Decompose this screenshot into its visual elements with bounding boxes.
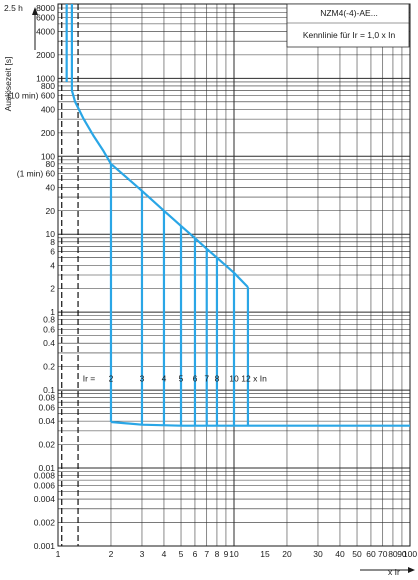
setting-label: 12 x In xyxy=(241,374,267,384)
y-axis-label: Auslösezeit [s] xyxy=(3,57,13,112)
y-tick-label: 0.001 xyxy=(34,541,56,551)
y-tick-label: 100 xyxy=(41,151,55,161)
x-tick-label: 20 xyxy=(282,549,292,559)
setting-label: 6 xyxy=(193,374,198,384)
setting-label: 4 xyxy=(162,374,167,384)
setting-label: 3 xyxy=(140,374,145,384)
x-tick-label: 15 xyxy=(260,549,270,559)
x-tick-label: 5 xyxy=(179,549,184,559)
x-tick-label: 70 xyxy=(378,549,388,559)
y-tick-label: 400 xyxy=(41,104,55,114)
x-tick-label: 6 xyxy=(193,549,198,559)
y-tick-label: 6000 xyxy=(36,13,55,23)
x-axis-label: x Ir xyxy=(388,567,400,577)
x-tick-label: 4 xyxy=(162,549,167,559)
y-tick-label: 0.02 xyxy=(38,440,55,450)
x-tick-label: 3 xyxy=(140,549,145,559)
x-tick-label: 8 xyxy=(215,549,220,559)
y-tick-label: 0.008 xyxy=(34,471,56,481)
y-tick-label: 0.4 xyxy=(43,338,55,348)
x-tick-label: 1 xyxy=(56,549,61,559)
y-axis-arrowhead xyxy=(32,7,38,15)
y-tick-label: 0.004 xyxy=(34,494,56,504)
y-tick-label: 200 xyxy=(41,128,55,138)
y-tick-label: 4 xyxy=(50,260,55,270)
y-tick-label: 0.002 xyxy=(34,518,56,528)
x-tick-label: 2 xyxy=(109,549,114,559)
y-tick-label: 0.2 xyxy=(43,362,55,372)
instantaneous-trip-curve xyxy=(110,420,410,427)
x-tick-label: 40 xyxy=(335,549,345,559)
x-tick-label: 7 xyxy=(204,549,209,559)
y-tick-label: 20 xyxy=(46,206,56,216)
y-tick-label: 8 xyxy=(50,237,55,247)
x-tick-label: 10 xyxy=(229,549,239,559)
y-tick-label: 4000 xyxy=(36,26,55,36)
y-tick-label: 800 xyxy=(41,81,55,91)
y-tick-label: 10 xyxy=(46,229,56,239)
y-tick-label: 1 xyxy=(50,307,55,317)
x-tick-label: 90 xyxy=(397,549,407,559)
y-tick-label: 0.6 xyxy=(43,324,55,334)
x-tick-label: 100 xyxy=(403,549,417,559)
y-tick-label: 0.08 xyxy=(38,393,55,403)
x-tick-label: 80 xyxy=(388,549,398,559)
x-tick-label: 30 xyxy=(313,549,323,559)
y-tick-label: 2000 xyxy=(36,50,55,60)
y-tick-label: 8000 xyxy=(36,3,55,13)
setting-label: Ir = xyxy=(83,374,96,384)
y-tick-label: 0.006 xyxy=(34,480,56,490)
tolerance-dashed-lines xyxy=(61,4,79,546)
y-tick-label: 1000 xyxy=(36,73,55,83)
y-tick-label: 0.8 xyxy=(43,315,55,325)
setting-label: 7 xyxy=(204,374,209,384)
y-top-label: 2.5 h xyxy=(4,3,23,13)
setting-label: 2 xyxy=(109,374,114,384)
y-tick-label: 6 xyxy=(50,247,55,257)
plot-frame xyxy=(57,3,411,547)
info-box xyxy=(286,3,410,48)
y-tick-label: 0.04 xyxy=(38,416,55,426)
y-tick-label: (1 min) 60 xyxy=(17,169,56,179)
curve-series xyxy=(65,4,410,427)
y-tick-label: 40 xyxy=(46,182,56,192)
setting-label: 5 xyxy=(179,374,184,384)
y-tick-label: 0.1 xyxy=(43,385,55,395)
x-tick-label: 9 xyxy=(224,549,229,559)
x-axis-arrowhead xyxy=(408,567,415,573)
grid xyxy=(57,3,411,547)
x-tick-label: 50 xyxy=(352,549,362,559)
y-tick-label: 80 xyxy=(46,159,56,169)
y-tick-label: (10 min) 600 xyxy=(7,91,55,101)
info-box-subtitle: Kennlinie für Ir = 1,0 x In xyxy=(303,30,396,40)
setting-label: 10 xyxy=(229,374,239,384)
setting-labels: Ir = 2 3 4 5 6 7 8 10 12 x In xyxy=(83,374,267,384)
setting-label: 8 xyxy=(215,374,220,384)
x-tick-label: 60 xyxy=(366,549,376,559)
long-time-delay-curve xyxy=(70,4,249,288)
y-tick-label: 0.06 xyxy=(38,402,55,412)
info-box-title: NZM4(-4)-AE... xyxy=(320,8,378,18)
y-tick-label: 2 xyxy=(50,284,55,294)
y-tick-label: 0.01 xyxy=(38,463,55,473)
